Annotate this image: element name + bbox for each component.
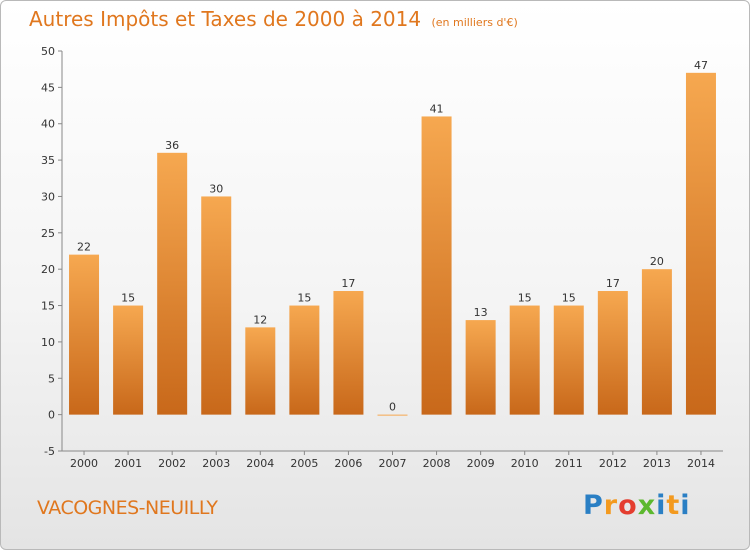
value-label-2011: 15 <box>562 292 576 305</box>
chart-title-main: Autres Impôts et Taxes de 2000 à 2014 <box>29 7 422 31</box>
value-label-2001: 15 <box>121 292 135 305</box>
bars <box>69 72 716 416</box>
bar-2001 <box>113 305 144 415</box>
bar-2011 <box>553 305 584 415</box>
x-tick-label-2013: 2013 <box>643 457 671 470</box>
x-tick-label-2000: 2000 <box>70 457 98 470</box>
value-label-2012: 17 <box>606 277 620 290</box>
logo-letter: r <box>603 490 619 521</box>
y-tick-label: -5 <box>44 445 55 458</box>
value-labels: 22 15 36 30 12 15 17 0 41 13 15 15 17 20 47 <box>77 59 708 414</box>
value-label-2008: 41 <box>430 102 444 115</box>
bar-2008 <box>421 116 452 415</box>
x-tick-label-2010: 2010 <box>511 457 539 470</box>
bar-2003 <box>201 196 232 415</box>
x-tick-label-2001: 2001 <box>114 457 142 470</box>
commune-name: VACOGNES-NEUILLY <box>37 497 218 519</box>
y-tick-label: 30 <box>41 190 55 203</box>
value-label-2003: 30 <box>209 182 223 195</box>
bar-2012 <box>597 291 628 415</box>
logo-letter: x <box>637 490 657 521</box>
value-label-2002: 36 <box>165 139 179 152</box>
x-tick-label-2005: 2005 <box>290 457 318 470</box>
bar-2007 <box>377 414 408 416</box>
bar-2009 <box>465 320 496 415</box>
x-tick-label-2007: 2007 <box>379 457 407 470</box>
bar-2010 <box>509 305 540 415</box>
bar-2006 <box>333 291 364 415</box>
proxiti-logo: Proxiti <box>583 490 691 521</box>
y-tick-label: 15 <box>41 300 55 313</box>
bar-2013 <box>641 269 672 415</box>
y-tick-label: 45 <box>41 81 55 94</box>
chart-title-unit: (en milliers d'€) <box>431 16 518 29</box>
axes: -5 0 5 10 15 20 25 30 35 40 45 50 2000 2001 2002 2003 20… <box>41 45 723 470</box>
bar-2005 <box>289 305 320 415</box>
x-tick-label-2004: 2004 <box>246 457 274 470</box>
value-label-2000: 22 <box>77 241 91 254</box>
chart-title: Autres Impôts et Taxes de 2000 à 2014 (e… <box>29 7 518 31</box>
bar-2004 <box>245 327 276 415</box>
value-label-2013: 20 <box>650 255 664 268</box>
x-tick-label-2012: 2012 <box>599 457 627 470</box>
bar-2014 <box>685 72 716 415</box>
y-tick-label: 20 <box>41 263 55 276</box>
y-tick-label: 40 <box>41 118 55 131</box>
value-label-2010: 15 <box>518 292 532 305</box>
y-tick-label: 25 <box>41 227 55 240</box>
logo-letter: o <box>618 490 638 521</box>
x-tick-label-2008: 2008 <box>423 457 451 470</box>
y-tick-label: 5 <box>48 372 55 385</box>
x-tick-label-2014: 2014 <box>687 457 715 470</box>
value-label-2006: 17 <box>341 277 355 290</box>
x-tick-label-2003: 2003 <box>202 457 230 470</box>
bar-2002 <box>157 152 188 415</box>
y-tick-label: 0 <box>48 409 55 422</box>
y-tick-label: 50 <box>41 45 55 58</box>
value-label-2004: 12 <box>253 313 267 326</box>
logo-letter: i <box>656 490 667 521</box>
value-label-2005: 15 <box>297 292 311 305</box>
x-tick-label-2002: 2002 <box>158 457 186 470</box>
y-tick-label: 10 <box>41 336 55 349</box>
value-label-2009: 13 <box>474 306 488 319</box>
value-label-2014: 47 <box>694 59 708 72</box>
logo-letter: t <box>666 490 681 521</box>
x-tick-label-2011: 2011 <box>555 457 583 470</box>
value-label-2007: 0 <box>389 401 396 414</box>
x-tick-label-2009: 2009 <box>467 457 495 470</box>
bar-2000 <box>69 254 100 415</box>
logo-letter: P <box>583 490 604 521</box>
logo-letter: i <box>680 490 691 521</box>
y-tick-label: 35 <box>41 154 55 167</box>
x-tick-label-2006: 2006 <box>334 457 362 470</box>
